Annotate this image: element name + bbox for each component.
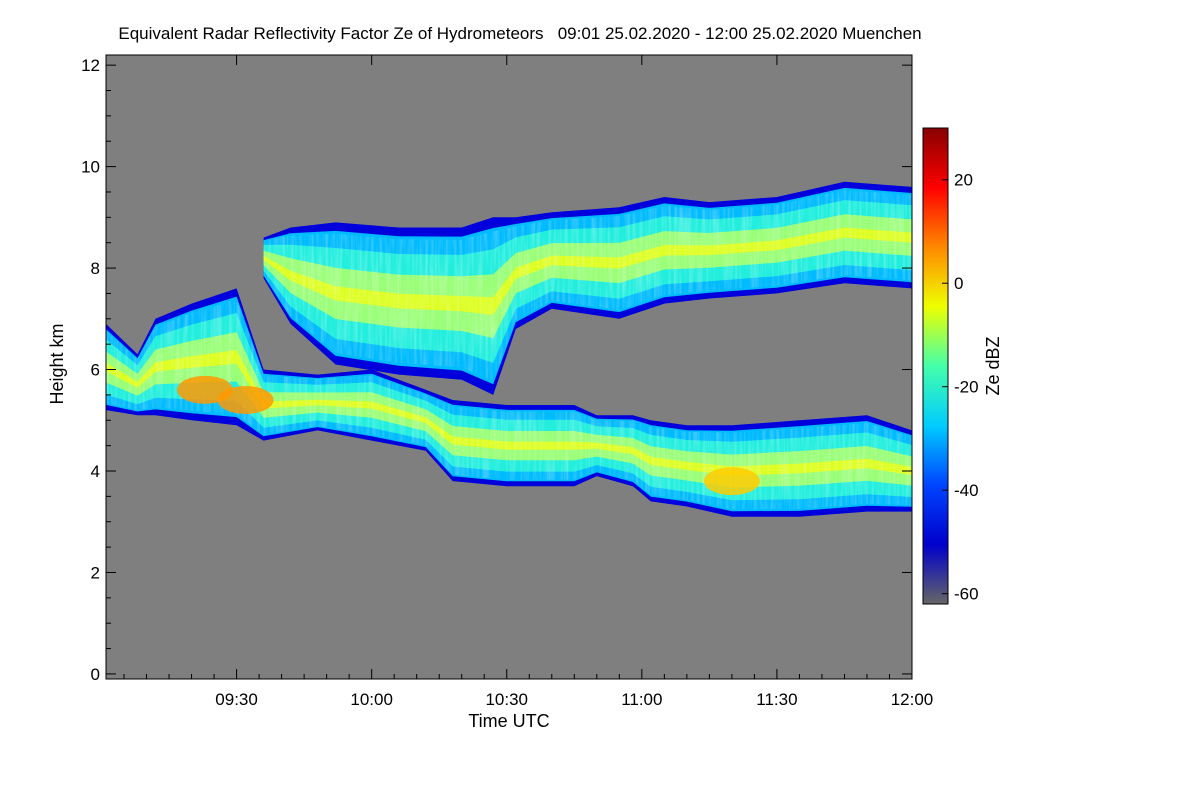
- x-tick-label: 09:30: [215, 690, 258, 709]
- y-tick-label: 12: [81, 56, 100, 75]
- y-tick-label: 8: [91, 259, 100, 278]
- colorbar-tick-label: -40: [954, 481, 979, 500]
- fall-streak-texture: [263, 189, 912, 381]
- chart-title: Equivalent Radar Reflectivity Factor Ze …: [118, 24, 921, 43]
- y-tick-label: 10: [81, 158, 100, 177]
- cloud-layer-2: [263, 181, 912, 395]
- reflectivity-core: [217, 385, 274, 414]
- cloud-layers: [106, 181, 912, 517]
- colorbar-tick-label: -60: [954, 585, 979, 604]
- y-axis-title: Height km: [47, 323, 67, 404]
- reflectivity-core: [703, 467, 760, 496]
- x-tick-label: 11:30: [756, 690, 797, 709]
- x-tick-label: 10:30: [485, 690, 528, 709]
- y-tick-label: 0: [91, 665, 100, 684]
- fall-streak-texture: [106, 299, 912, 510]
- x-axis-title: Time UTC: [468, 711, 549, 731]
- colorbar: [922, 127, 949, 605]
- plot-frame: [105, 54, 913, 680]
- colorbar-tick-label: -20: [954, 378, 979, 397]
- cloud-layer-1: [106, 288, 912, 517]
- y-axis-ticks: 0 2 4 6 8 10 12: [81, 56, 912, 684]
- y-tick-label: 6: [91, 361, 100, 380]
- colorbar-title: Ze dBZ: [983, 336, 1003, 395]
- colorbar-ticks: 20 0 -20 -40 -60: [942, 171, 979, 604]
- y-tick-label: 4: [91, 462, 100, 481]
- colorbar-tick-label: 20: [954, 171, 973, 190]
- colorbar-tick-label: 0: [954, 274, 963, 293]
- x-tick-label: 10:00: [350, 690, 393, 709]
- y-tick-label: 2: [91, 563, 100, 582]
- x-tick-label: 11:00: [621, 690, 662, 709]
- x-tick-label: 12:00: [891, 690, 934, 709]
- x-axis-ticks: 09:30 10:00 10:30 11:00 11:30 12:00: [123, 55, 934, 709]
